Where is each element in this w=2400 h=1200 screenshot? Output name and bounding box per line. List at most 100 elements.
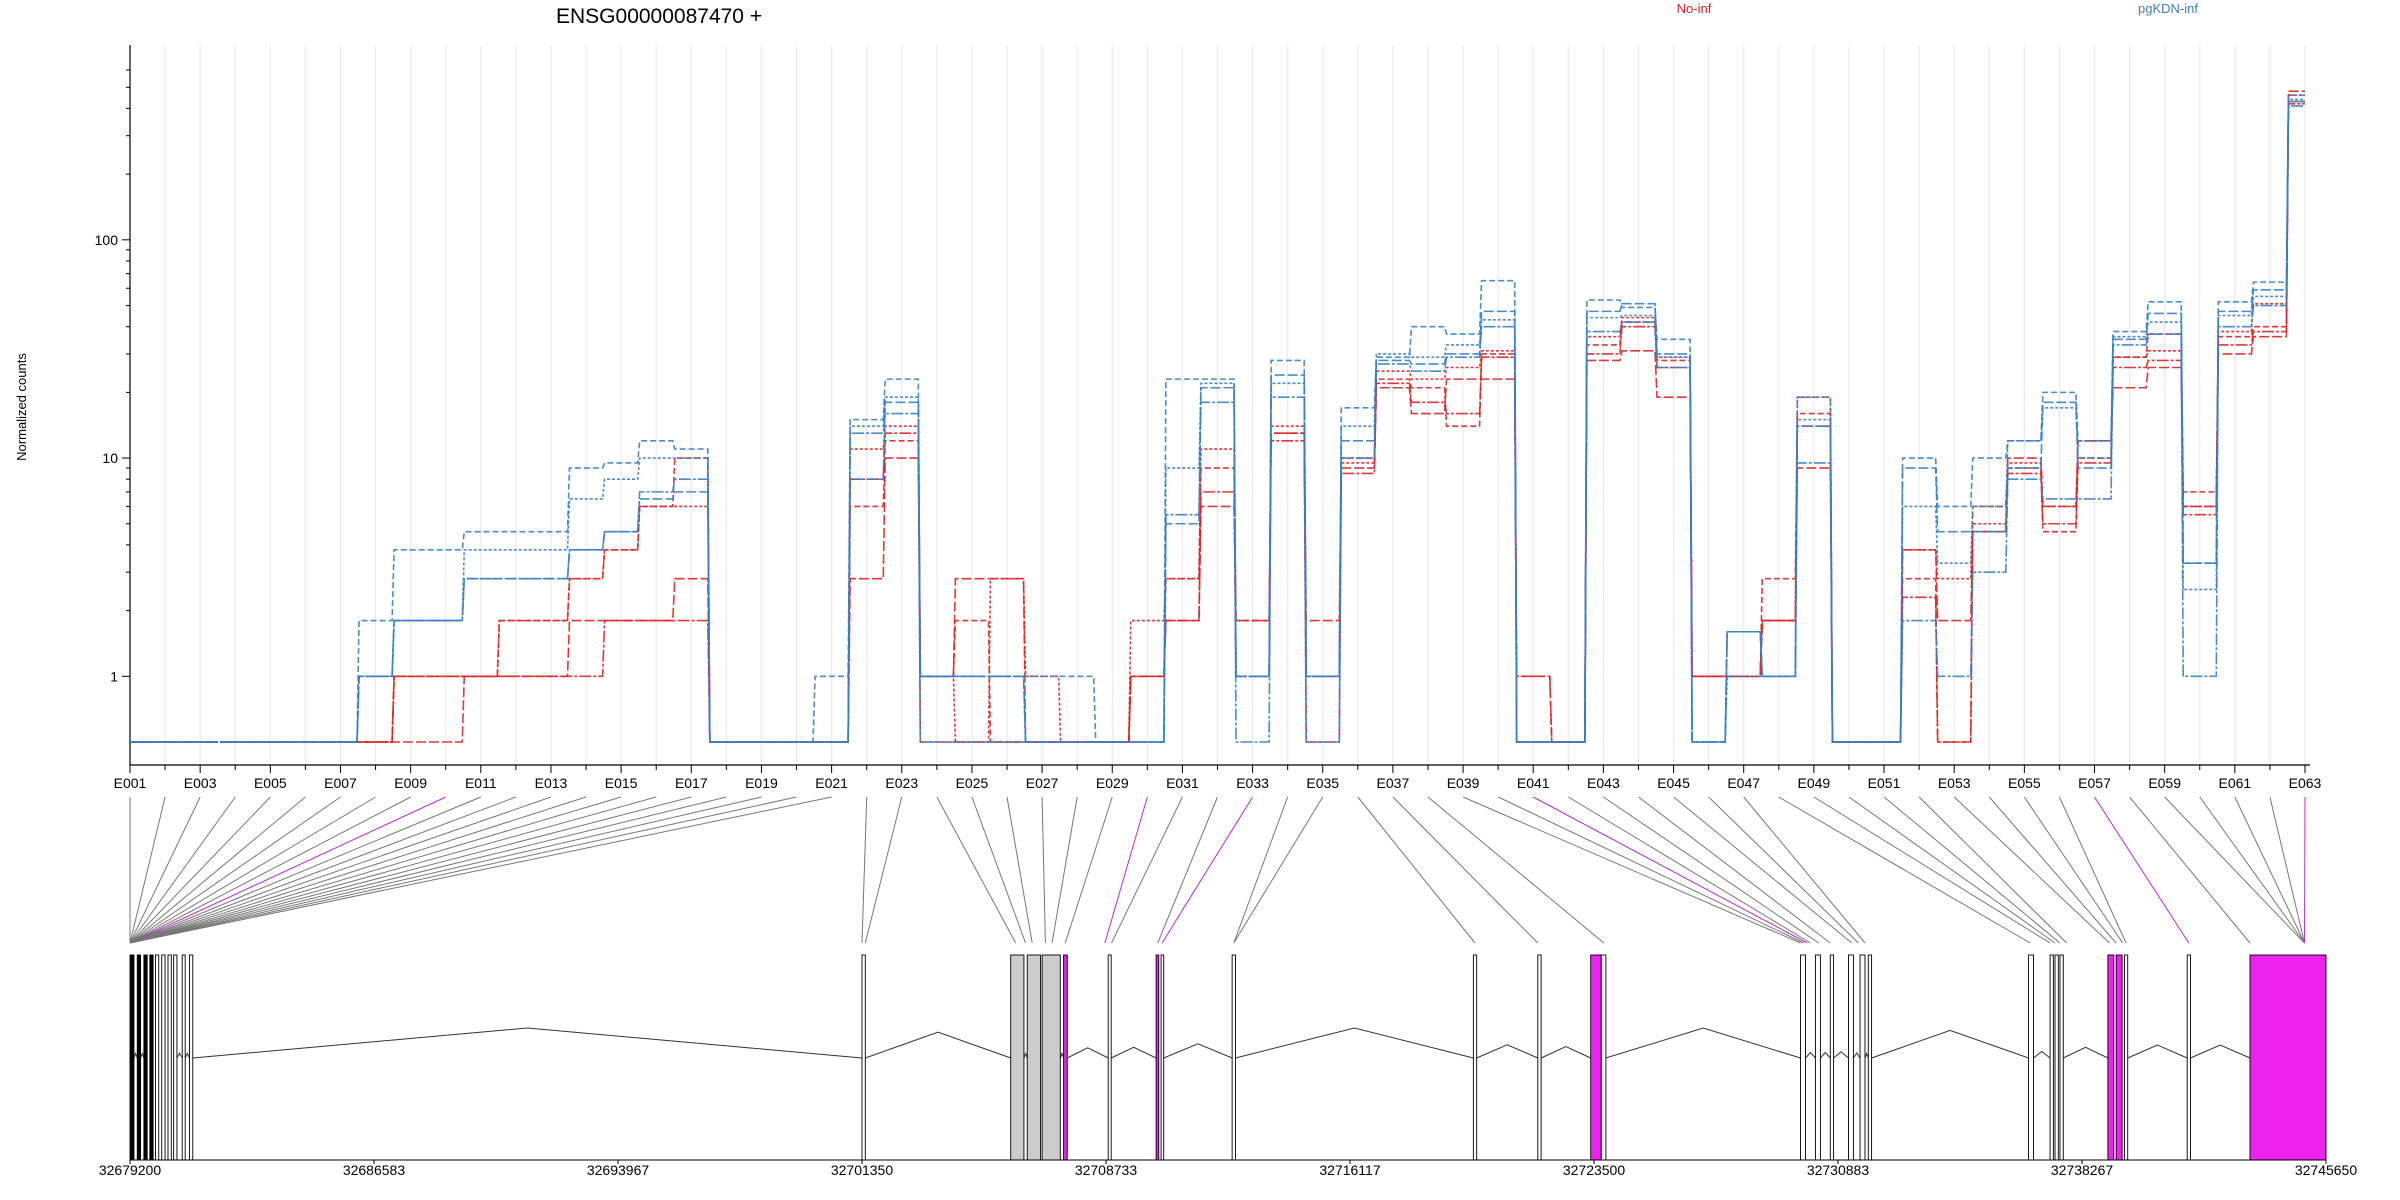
exon-box — [2249, 954, 2327, 1161]
exon-mapping-line — [129, 796, 622, 944]
exon-box — [2059, 954, 2064, 1161]
exon-box — [2186, 954, 2191, 1161]
exon-mapping-line — [2199, 796, 2305, 944]
exon-mapping-line — [129, 796, 306, 944]
exon-box — [1600, 954, 1607, 1161]
x-tick-label: E019 — [745, 775, 778, 791]
genomic-tick-label: 32679200 — [99, 1162, 162, 1178]
exon-mapping-line — [1051, 796, 1078, 944]
x-tick-label: E027 — [1026, 775, 1059, 791]
exon-mapping-line — [129, 796, 411, 944]
exon-mapping-line — [1427, 796, 1605, 944]
x-tick-label: E029 — [1096, 775, 1129, 791]
exon-box — [2049, 954, 2054, 1161]
exon-mapping-line — [1161, 796, 1254, 944]
exon-mapping-line — [1462, 796, 1801, 944]
intron-line — [140, 1052, 145, 1059]
intron-line — [176, 1052, 183, 1059]
genomic-tick-label: 32738267 — [2051, 1162, 2114, 1178]
exon-mapping-line — [129, 796, 341, 944]
genomic-tick-label: 32708733 — [1075, 1162, 1138, 1178]
intron-line — [1864, 1052, 1869, 1059]
intron-line — [192, 1027, 863, 1059]
exon-grid — [129, 45, 2306, 765]
exon-box — [161, 954, 166, 1161]
exon-mapping-line — [129, 796, 797, 944]
exon-box — [1590, 954, 1602, 1161]
exon-mapping-line — [129, 796, 587, 944]
exon-box — [1867, 954, 1873, 1161]
exon-mapping-line — [2234, 796, 2305, 944]
exon-mapping-line — [1918, 796, 2067, 944]
axes: 1 10 100 E001 E003 E005 E007 E009 E011 E013 E015 E0… — [95, 45, 2322, 791]
exon-mapping-lines — [129, 796, 2306, 944]
x-tick-label: E017 — [675, 775, 708, 791]
exon-box — [1160, 954, 1165, 1161]
exon-mapping-line — [129, 796, 657, 944]
x-tick-label: E037 — [1377, 775, 1410, 791]
intron-line — [2127, 1044, 2188, 1059]
exon-box — [167, 954, 172, 1161]
exon-box — [136, 954, 142, 1161]
intron-line — [1540, 1046, 1591, 1059]
exon-mapping-line — [1743, 796, 1866, 944]
series-lines — [130, 90, 2305, 743]
exon-box — [1814, 954, 1821, 1161]
intron-line — [1871, 1029, 2029, 1059]
exon-mapping-line — [1157, 796, 1218, 944]
x-tick-label: E043 — [1587, 775, 1620, 791]
exon-box — [1800, 954, 1806, 1161]
y-tick-label: 10 — [102, 450, 118, 466]
exon-mapping-line — [129, 796, 481, 944]
intron-line — [1833, 1051, 1849, 1059]
exon-mapping-line — [861, 796, 868, 944]
x-tick-label: E003 — [184, 775, 217, 791]
genomic-axis: 32679200 32686583 32693967 32701350 32708733… — [99, 1159, 2358, 1178]
x-tick-label: E025 — [956, 775, 989, 791]
exon-mapping-line — [1233, 796, 1289, 944]
genomic-tick-label: 32745650 — [2295, 1162, 2358, 1178]
exon-mapping-line — [2129, 796, 2251, 944]
exon-mapping-line — [1568, 796, 1811, 944]
exon-box — [1537, 954, 1542, 1161]
intron-line — [1853, 1052, 1861, 1059]
series-line — [130, 103, 2305, 743]
exon-mapping-line — [1953, 796, 2110, 944]
genomic-tick-label: 32693967 — [587, 1162, 650, 1178]
legend-pgkdn-inf: pgKDN-inf — [2138, 1, 2198, 16]
x-tick-label: E007 — [324, 775, 357, 791]
exon-mapping-line — [1813, 796, 2051, 944]
genomic-tick-label: 32686583 — [343, 1162, 406, 1178]
x-tick-label: E041 — [1517, 775, 1550, 791]
x-tick-label: E039 — [1447, 775, 1480, 791]
x-tick-label: E055 — [2008, 775, 2041, 791]
x-tick-label: E059 — [2148, 775, 2181, 791]
exon-mapping-line — [936, 796, 1017, 944]
exon-mapping-line — [1111, 796, 1183, 944]
series-line — [130, 100, 2305, 743]
exon-mapping-line — [1988, 796, 2117, 944]
exon-mapping-line — [1104, 796, 1148, 944]
exon-mapping-line — [1041, 796, 1046, 944]
x-tick-label: E031 — [1166, 775, 1199, 791]
exon-box — [1472, 954, 1478, 1161]
exon-mapping-line — [1532, 796, 1808, 944]
exon-mapping-line — [129, 796, 727, 944]
exon-mapping-line — [129, 796, 201, 944]
exon-box — [2123, 954, 2129, 1161]
exon-box — [1107, 954, 1112, 1161]
genomic-tick-label: 32701350 — [831, 1162, 894, 1178]
exon-box — [1041, 954, 1061, 1161]
exon-mapping-line — [2023, 796, 2124, 944]
intron-line — [2033, 1050, 2051, 1059]
exon-box — [2028, 954, 2034, 1161]
y-tick-label: 100 — [95, 232, 119, 248]
intron-line — [2063, 1046, 2109, 1059]
genomic-tick-label: 32716117 — [1319, 1162, 1380, 1178]
intron-line — [1110, 1046, 1157, 1059]
exon-box — [143, 954, 148, 1161]
gene-model — [129, 954, 2327, 1161]
exon-mapping-line — [129, 796, 271, 944]
exon-mapping-line — [1233, 796, 1324, 944]
exon-mapping-line — [1883, 796, 2061, 944]
